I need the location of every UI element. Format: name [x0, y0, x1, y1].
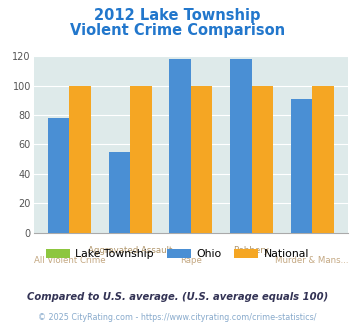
Text: © 2025 CityRating.com - https://www.cityrating.com/crime-statistics/: © 2025 CityRating.com - https://www.city…: [38, 313, 317, 322]
Bar: [48, 118, 70, 233]
Bar: [251, 85, 273, 233]
Bar: [191, 85, 212, 233]
Text: All Violent Crime: All Violent Crime: [34, 256, 105, 265]
Text: Rape: Rape: [180, 256, 202, 265]
Text: Violent Crime Comparison: Violent Crime Comparison: [70, 23, 285, 38]
Legend: Lake Township, Ohio, National: Lake Township, Ohio, National: [42, 244, 313, 264]
Bar: [130, 85, 152, 233]
Text: Murder & Mans...: Murder & Mans...: [275, 256, 349, 265]
Text: Compared to U.S. average. (U.S. average equals 100): Compared to U.S. average. (U.S. average …: [27, 292, 328, 302]
Bar: [169, 59, 191, 233]
Bar: [109, 152, 130, 233]
Text: Robbery: Robbery: [234, 246, 269, 255]
Bar: [230, 59, 251, 233]
Bar: [70, 85, 91, 233]
Text: Aggravated Assault: Aggravated Assault: [88, 246, 172, 255]
Bar: [312, 85, 334, 233]
Text: 2012 Lake Township: 2012 Lake Township: [94, 8, 261, 23]
Bar: [291, 99, 312, 233]
